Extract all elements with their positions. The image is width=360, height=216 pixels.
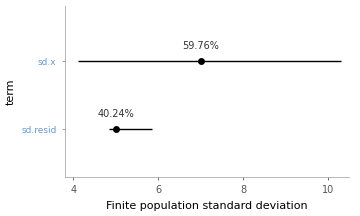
X-axis label: Finite population standard deviation: Finite population standard deviation	[106, 201, 308, 211]
Text: 59.76%: 59.76%	[182, 41, 219, 51]
Text: 40.24%: 40.24%	[97, 109, 134, 119]
Y-axis label: term: term	[5, 79, 15, 105]
